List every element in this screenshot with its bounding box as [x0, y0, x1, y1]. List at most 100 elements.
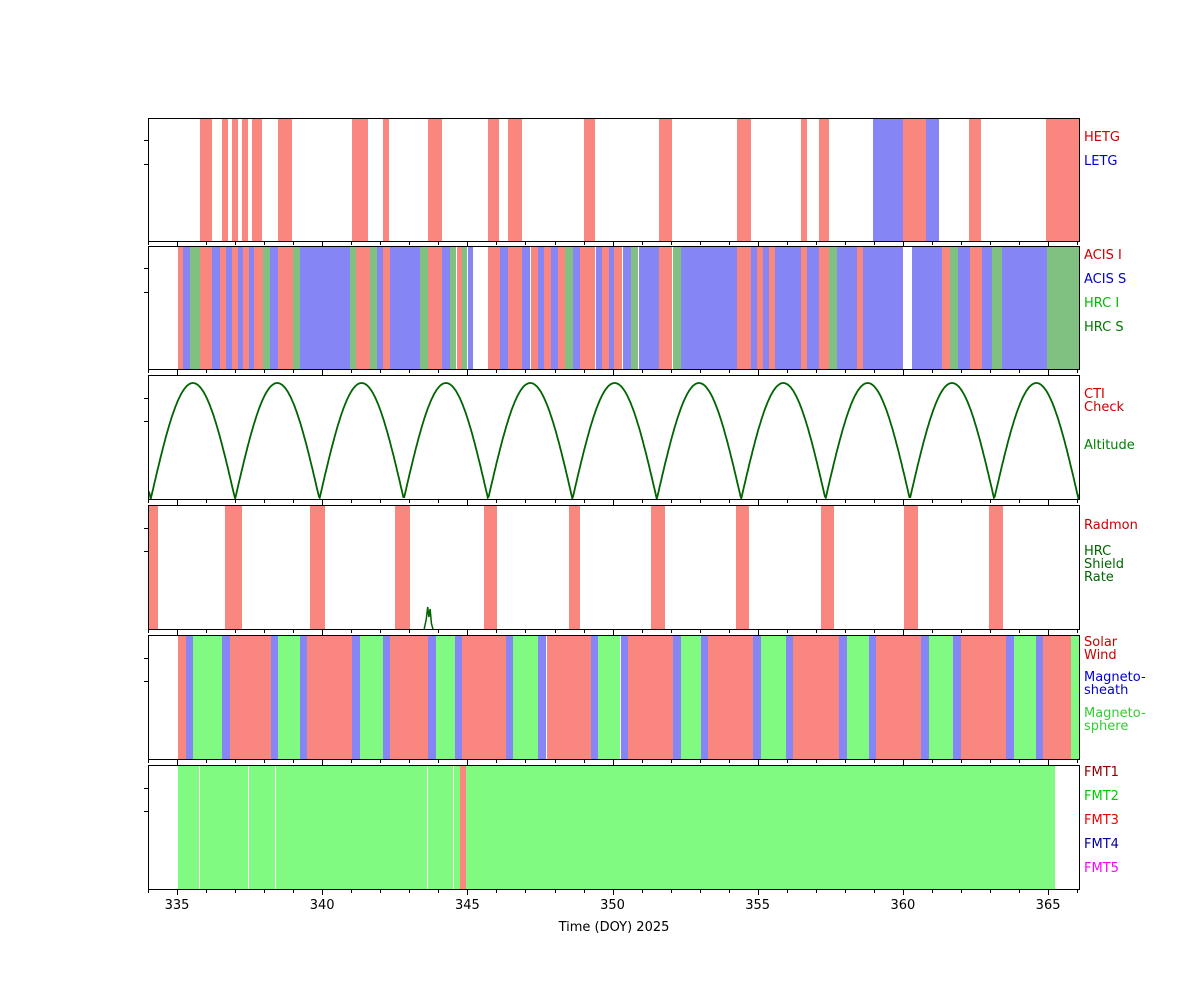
interval-band	[928, 636, 953, 759]
interval-band	[658, 119, 673, 241]
x-minor-tick	[641, 500, 643, 503]
interval-band	[383, 636, 391, 759]
x-tick-label: 345	[454, 898, 480, 913]
interval-band	[522, 247, 531, 369]
interval-band	[768, 247, 775, 369]
interval-band	[436, 636, 456, 759]
x-minor-tick	[235, 500, 237, 503]
x-minor-tick	[206, 760, 208, 763]
interval-band	[466, 766, 1055, 889]
interval-band	[226, 247, 232, 369]
interval-band	[1071, 636, 1079, 759]
x-minor-tick	[699, 630, 701, 633]
x-minor-tick	[670, 890, 672, 893]
x-minor-tick	[554, 500, 556, 503]
interval-band	[278, 119, 293, 241]
legend-fmt5: FMT5	[1084, 862, 1119, 875]
legend-label-line: HRC	[1084, 544, 1112, 559]
interval-band	[538, 636, 547, 759]
x-minor-tick	[148, 242, 149, 245]
x-minor-tick	[206, 242, 208, 245]
x-major-tick	[177, 242, 178, 247]
x-minor-tick	[206, 630, 208, 633]
x-minor-tick	[438, 370, 440, 373]
x-minor-tick	[525, 500, 527, 503]
legend-aciss: ACIS S	[1084, 273, 1126, 286]
legend-label-line: CTI	[1084, 387, 1105, 402]
x-minor-tick	[351, 890, 353, 893]
interval-band	[863, 247, 904, 369]
interval-band	[572, 247, 581, 369]
panel-science-instruments	[148, 246, 1080, 370]
x-minor-tick	[670, 500, 672, 503]
x-minor-tick	[1019, 242, 1020, 245]
x-major-tick	[322, 242, 324, 247]
interval-band	[736, 247, 751, 369]
x-minor-tick	[1077, 890, 1079, 893]
interval-band	[1013, 636, 1036, 759]
x-minor-tick	[351, 760, 353, 763]
x-minor-tick	[931, 890, 933, 893]
x-minor-tick	[786, 370, 788, 373]
panel-radmon	[148, 505, 1080, 630]
x-minor-tick	[786, 242, 788, 245]
y-tick	[144, 658, 148, 659]
interval-band	[774, 247, 801, 369]
interval-band	[601, 247, 609, 369]
x-major-tick	[467, 760, 469, 765]
legend-magneto--sheath: Magneto-sheath	[1084, 671, 1146, 697]
legend-label-line: ACIS I	[1084, 248, 1122, 263]
interval-band	[546, 636, 591, 759]
x-major-tick	[177, 890, 178, 895]
interval-band	[383, 247, 391, 369]
interval-band	[818, 247, 829, 369]
x-minor-tick	[409, 890, 411, 893]
interval-band	[950, 247, 958, 369]
interval-band	[658, 247, 673, 369]
interval-band	[512, 636, 539, 759]
x-minor-tick	[699, 242, 701, 245]
interval-band	[487, 119, 500, 241]
interval-band	[836, 247, 857, 369]
interval-band	[856, 247, 863, 369]
x-minor-tick	[1019, 370, 1020, 373]
x-minor-tick	[293, 890, 295, 893]
interval-band	[178, 247, 183, 369]
interval-band	[672, 247, 681, 369]
x-minor-tick	[351, 370, 353, 373]
x-minor-tick	[496, 890, 498, 893]
x-major-tick	[902, 370, 904, 375]
interval-band	[276, 766, 428, 889]
interval-band	[212, 247, 221, 369]
interval-band	[508, 119, 523, 241]
interval-band	[467, 247, 474, 369]
x-minor-tick	[961, 760, 962, 763]
interval-band	[300, 636, 308, 759]
interval-band	[352, 636, 361, 759]
interval-band	[428, 119, 443, 241]
x-minor-tick	[554, 630, 556, 633]
interval-band	[390, 247, 421, 369]
interval-band	[622, 247, 631, 369]
spike-line	[423, 606, 434, 629]
interval-band	[700, 636, 708, 759]
interval-band	[1036, 636, 1043, 759]
x-major-tick	[177, 760, 178, 765]
x-minor-tick	[525, 760, 527, 763]
interval-band	[926, 119, 940, 241]
x-minor-tick	[815, 760, 817, 763]
x-minor-tick	[380, 630, 382, 633]
x-minor-tick	[641, 760, 643, 763]
interval-band	[838, 636, 847, 759]
x-minor-tick	[641, 242, 643, 245]
panel-telemetry-format	[148, 765, 1080, 890]
x-minor-tick	[264, 890, 266, 893]
x-minor-tick	[438, 760, 440, 763]
interval-band	[149, 506, 158, 629]
x-minor-tick	[1019, 500, 1020, 503]
x-minor-tick	[670, 760, 672, 763]
interval-band	[583, 119, 596, 241]
x-major-tick	[1048, 242, 1050, 247]
x-minor-tick	[873, 630, 875, 633]
y-tick	[144, 681, 148, 682]
